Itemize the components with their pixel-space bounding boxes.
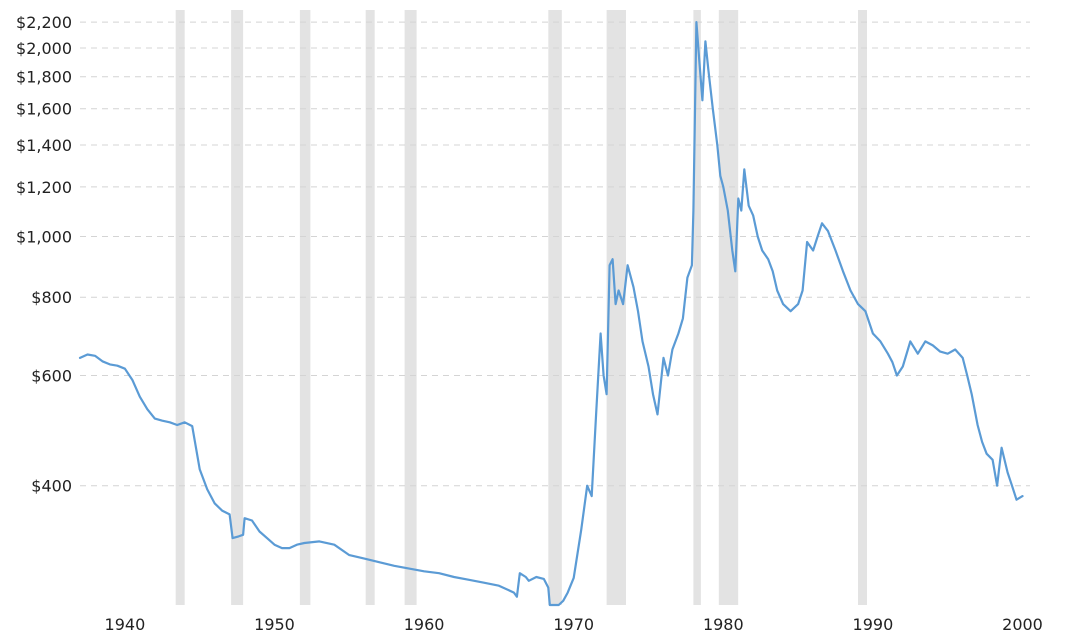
recession-band-0 xyxy=(175,10,185,605)
y-tick-label: $1,200 xyxy=(16,178,72,197)
y-tick-label: $2,000 xyxy=(16,39,72,58)
recession-band-5 xyxy=(548,10,562,605)
y-tick-label: $1,800 xyxy=(16,68,72,87)
recession-band-7 xyxy=(693,10,701,605)
y-axis-ticks: $400 $600 $800 $1,000 $1,200 $1,400 $1,600 $1,8… xyxy=(16,13,72,496)
y-tick-label: $800 xyxy=(31,288,72,307)
y-tick-label: $1,400 xyxy=(16,136,72,155)
y-tick-label: $600 xyxy=(31,367,72,386)
y-tick-label: $1,600 xyxy=(16,100,72,119)
gridlines xyxy=(80,21,1030,487)
recession-band-1 xyxy=(231,10,244,605)
recession-band-2 xyxy=(299,10,311,605)
y-tick-label: $1,000 xyxy=(16,228,72,247)
x-tick-label: 2000 xyxy=(1002,615,1043,634)
recession-band-3 xyxy=(365,10,375,605)
y-tick-label: $400 xyxy=(31,477,72,496)
x-tick-label: 1940 xyxy=(105,615,146,634)
recession-bands xyxy=(175,10,867,605)
recession-band-4 xyxy=(404,10,417,605)
series-lines xyxy=(78,21,1024,607)
x-tick-label: 1970 xyxy=(553,615,594,634)
x-tick-label: 1950 xyxy=(254,615,295,634)
x-tick-label: 1960 xyxy=(404,615,445,634)
y-tick-label: $2,200 xyxy=(16,13,72,32)
series-line-0 xyxy=(78,21,1024,607)
recession-band-6 xyxy=(606,10,626,605)
recession-band-8 xyxy=(718,10,739,605)
x-axis-ticks: 1940 1950 1960 1970 1980 1990 2000 xyxy=(105,615,1043,634)
x-tick-label: 1990 xyxy=(853,615,894,634)
x-tick-label: 1980 xyxy=(703,615,744,634)
